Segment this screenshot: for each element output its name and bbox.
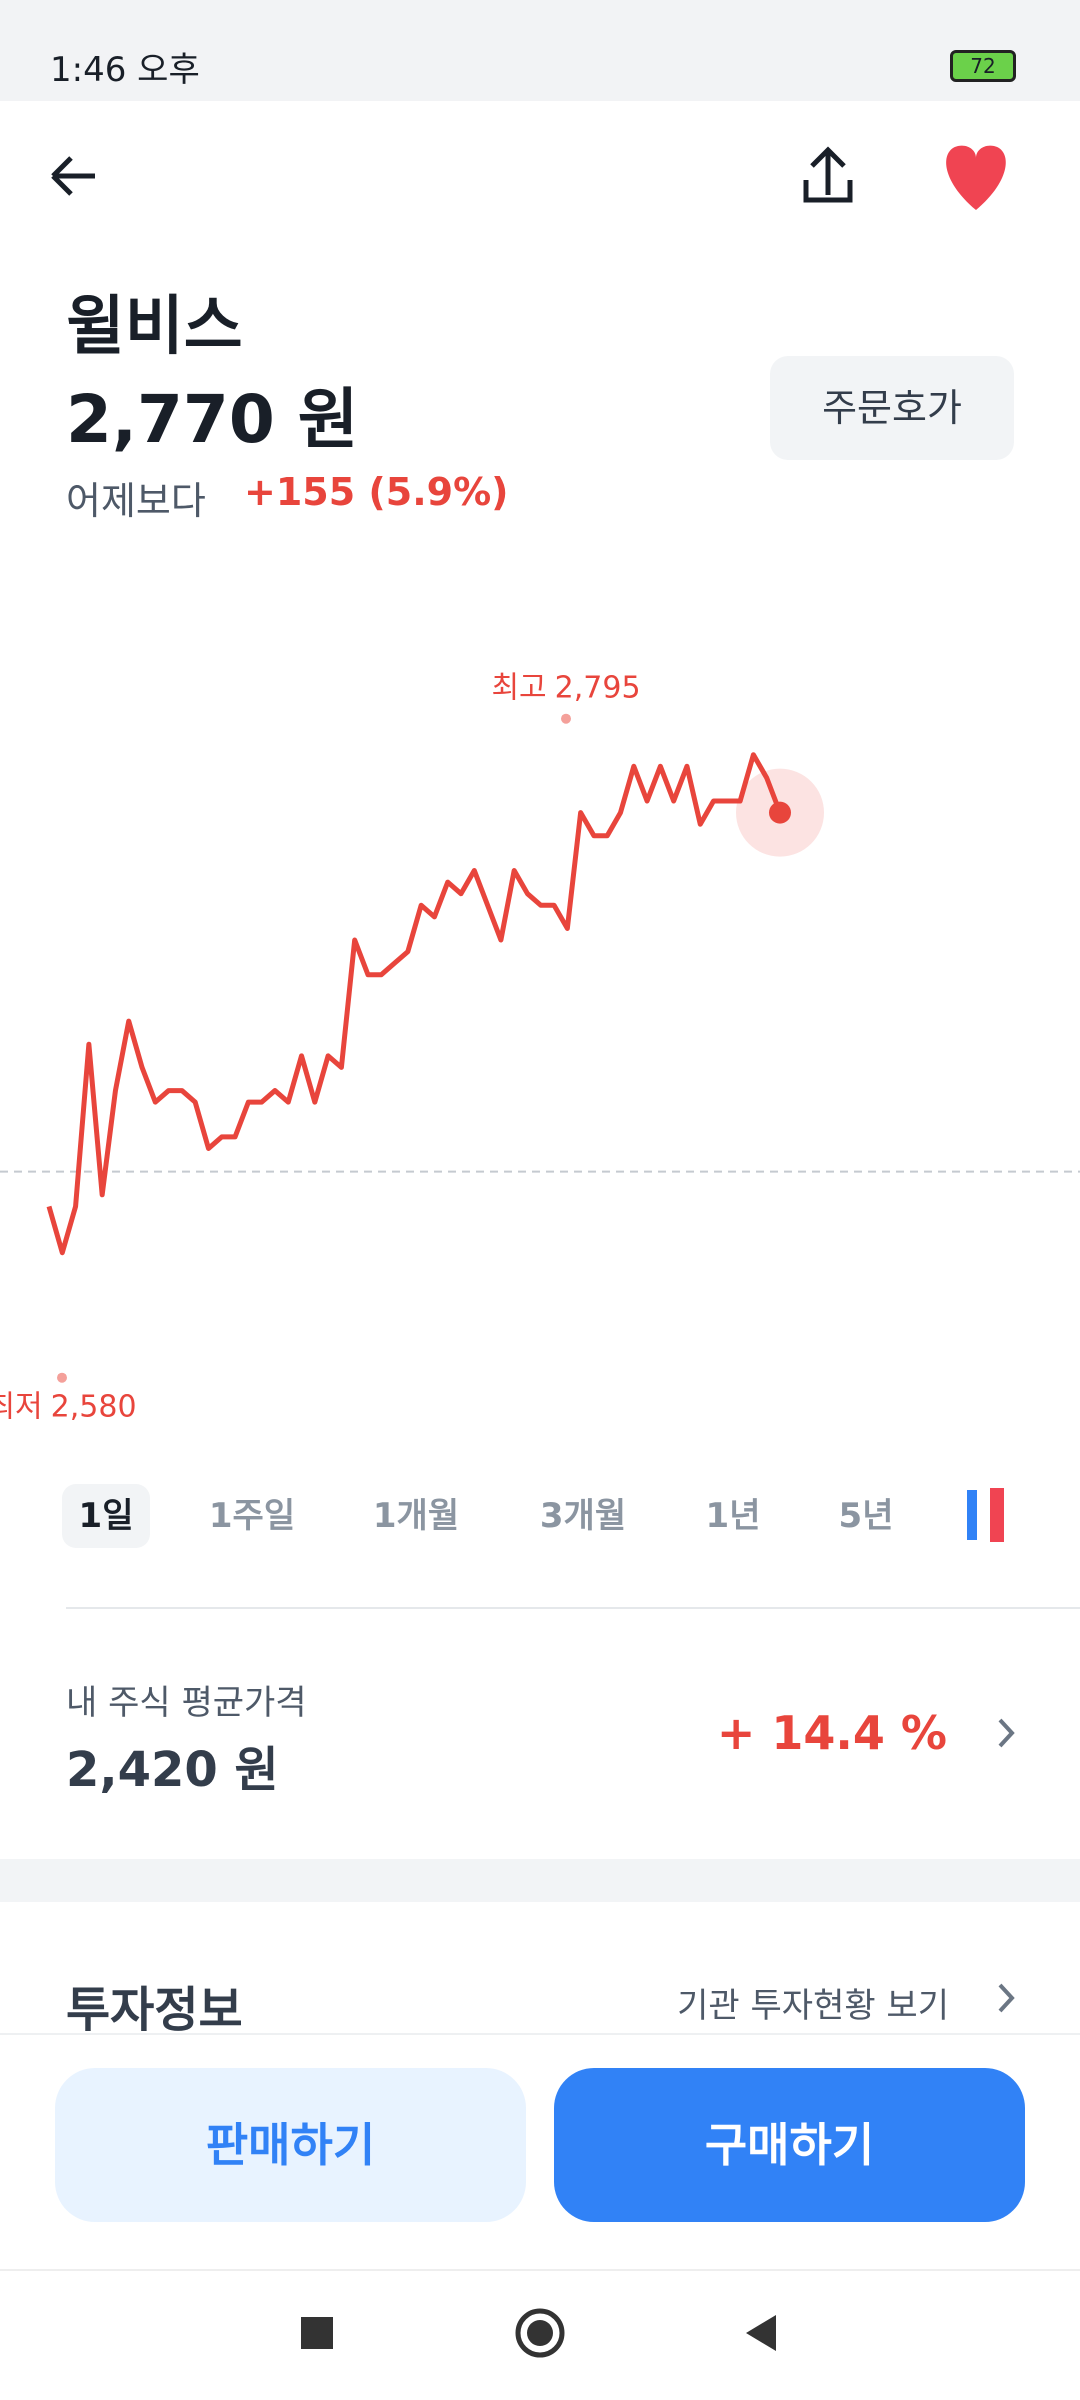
stock-price: 2,770 원 bbox=[66, 381, 359, 458]
sell-button[interactable]: 판매하기 bbox=[55, 2068, 526, 2222]
section-gap bbox=[0, 1859, 1080, 1902]
period-tab[interactable]: 1개월 bbox=[372, 1496, 460, 1536]
period-tab[interactable]: 3개월 bbox=[539, 1496, 627, 1536]
institution-link[interactable]: 기관 투자현황 보기 bbox=[677, 1986, 949, 2026]
heart-icon[interactable] bbox=[946, 145, 1006, 210]
back-icon[interactable] bbox=[51, 156, 95, 196]
status-bar bbox=[0, 0, 1080, 101]
period-tab[interactable]: 1년 bbox=[705, 1496, 761, 1536]
divider bbox=[66, 1607, 1080, 1609]
period-tab[interactable]: 1주일 bbox=[208, 1496, 296, 1536]
period-tab[interactable]: 1일 bbox=[62, 1484, 150, 1548]
low-label-text: 최저 bbox=[0, 1389, 43, 1424]
chevron bbox=[998, 1718, 1015, 2013]
buy-button[interactable]: 구매하기 bbox=[554, 2068, 1025, 2222]
battery: 72 bbox=[950, 50, 1016, 82]
high-dot bbox=[561, 713, 571, 724]
share-icon[interactable] bbox=[803, 146, 853, 203]
candle-icon[interactable] bbox=[967, 1490, 977, 1540]
high-label-text: 최고 bbox=[491, 670, 546, 705]
candle-icon[interactable] bbox=[990, 1488, 1004, 1542]
nav-divider bbox=[0, 2269, 1080, 2271]
section-title: 투자정보 bbox=[66, 1982, 243, 2038]
high-label: 최고 2,795 bbox=[491, 670, 640, 705]
current-dot bbox=[769, 801, 791, 824]
period-tab[interactable]: 5년 bbox=[838, 1496, 894, 1536]
avg-price: 2,420 원 bbox=[66, 1742, 279, 1798]
low-label-value: 2,580 bbox=[51, 1389, 137, 1424]
nav-recent[interactable] bbox=[301, 2317, 333, 2349]
price-chart: 최고 2,795 최저 2,580 bbox=[0, 670, 1080, 1424]
low-label: 최저 2,580 bbox=[0, 1389, 137, 1424]
change: +155 (5.9%) bbox=[244, 470, 509, 514]
price-line bbox=[46, 752, 783, 1256]
change-label: 어제보다 bbox=[66, 479, 206, 523]
status-time: 1:46 오후 bbox=[50, 50, 200, 90]
low-dot bbox=[57, 1372, 67, 1383]
order-button[interactable]: 주문호가 bbox=[770, 356, 1014, 460]
stock-name: 윌비스 bbox=[66, 290, 243, 364]
nav-home[interactable] bbox=[515, 2308, 565, 2358]
avg-label: 내 주식 평균가격 bbox=[66, 1683, 307, 1723]
high-label-value: 2,795 bbox=[555, 670, 641, 705]
nav-back[interactable] bbox=[746, 2315, 776, 2351]
return[interactable]: + 14.4 % bbox=[716, 1706, 947, 1760]
nav-home[interactable] bbox=[527, 2320, 553, 2346]
